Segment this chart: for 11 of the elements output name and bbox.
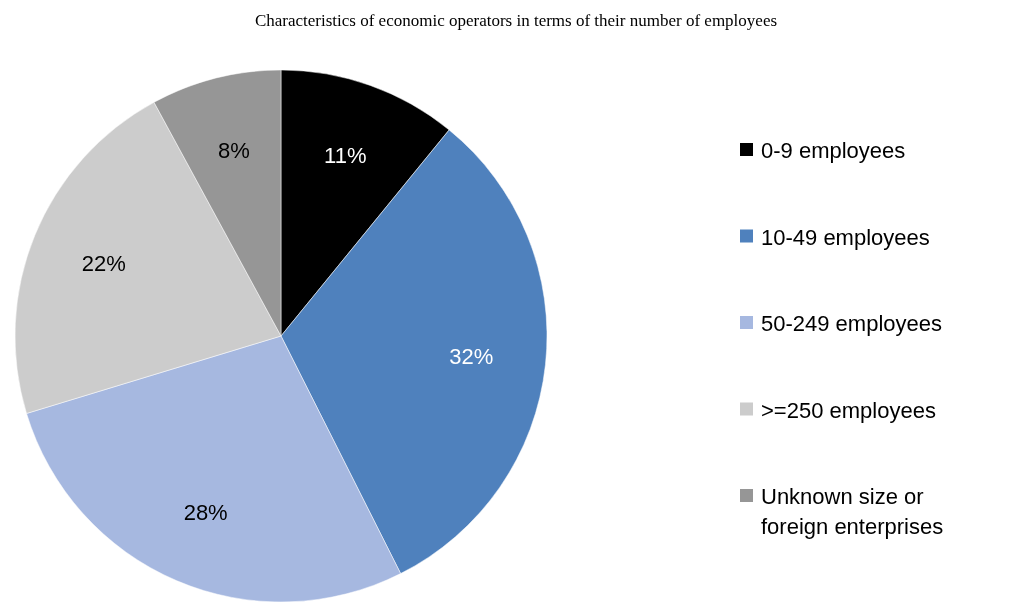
data-label: 32% — [449, 344, 494, 370]
legend-label: 0-9 employees — [761, 137, 906, 163]
data-label: 11% — [324, 143, 367, 169]
data-label: 8% — [217, 137, 250, 163]
chart-title: Characteristics of economic operators in terms of their number of employees — [254, 11, 778, 30]
data-label: 22% — [81, 250, 126, 276]
legend-label: 50-249 employees — [761, 310, 943, 336]
legend-label: Unknown size or foreign enterprises — [761, 483, 944, 539]
data-label: 28% — [183, 499, 228, 525]
legend-label: >=250 employees — [761, 397, 936, 422]
legend-label: 10-49 employees — [761, 224, 930, 249]
